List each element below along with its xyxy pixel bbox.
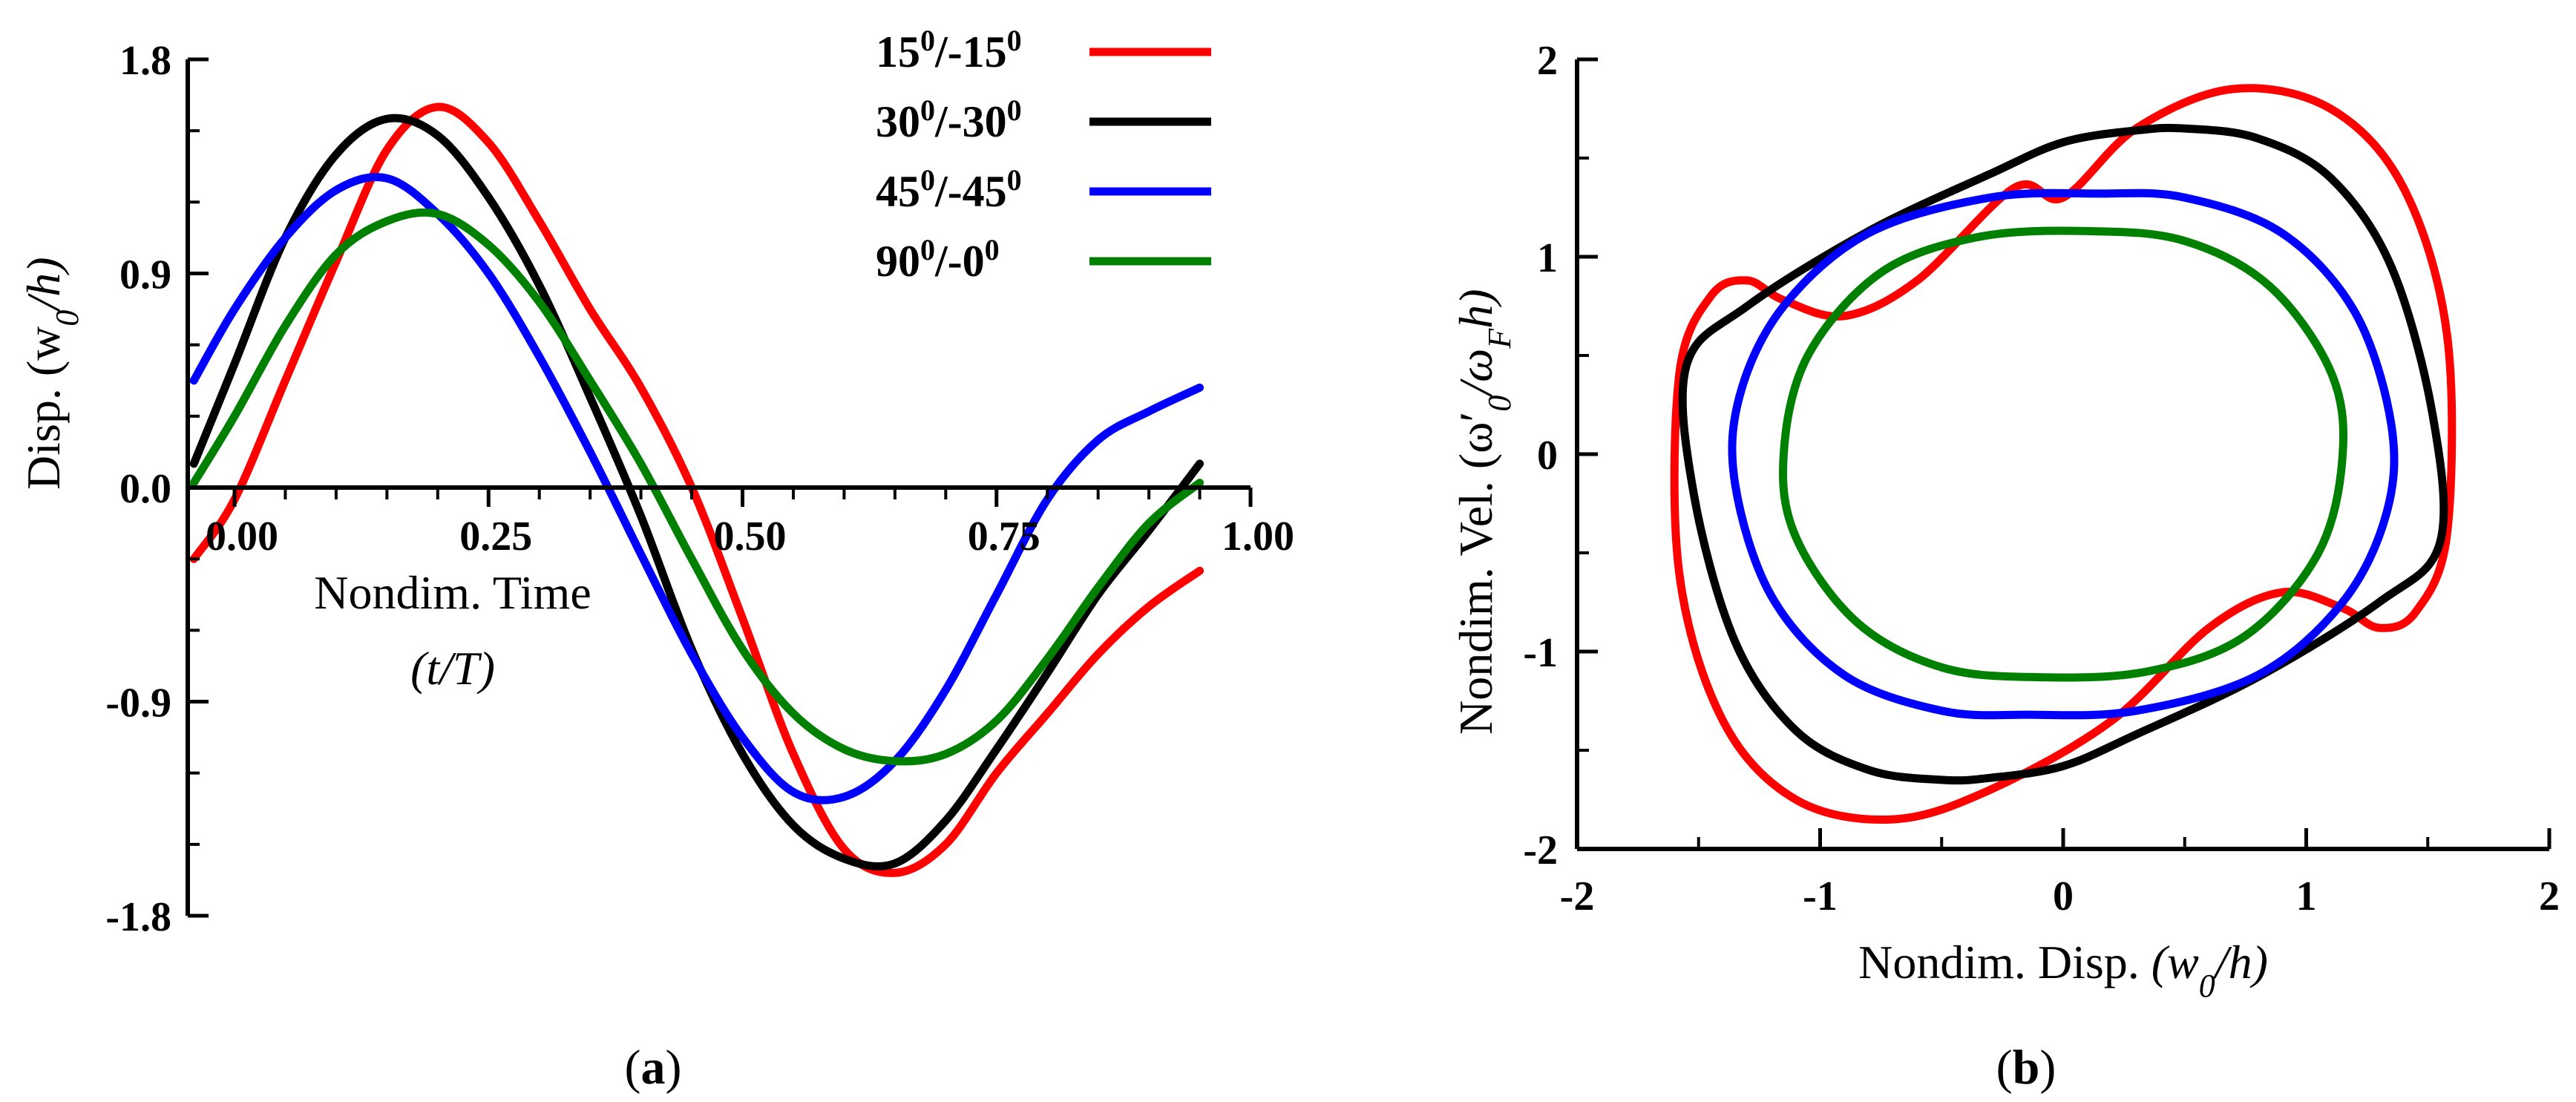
legend-label-90-0: 900/-00 xyxy=(876,233,1000,286)
panel-a-xlabel-line2: (t/T) xyxy=(410,642,495,695)
panel-a-legend: 150/-150 300/-300 450/-450 900/-00 xyxy=(876,24,1211,286)
panel-a-ytick-label: -0.9 xyxy=(105,680,171,727)
panel-a-ylabel: Disp. (w0/h) xyxy=(17,257,85,490)
panel-b-series-30-30 xyxy=(1678,123,2448,785)
panel-b-axes: 2 1 0 -1 -2-2 -1 0 1 2 xyxy=(1523,38,2560,919)
panel-a-xtick-label: 1.00 xyxy=(1222,514,1294,560)
legend-label-45-45: 450/-450 xyxy=(876,163,1022,217)
panel-b-xtick-label: 0 xyxy=(2053,873,2074,919)
panel-a-time-history: 1.8 0.9 0.0 -0.9 -1.8 0.00 0.25 0.50 0.75 1.00 15… xyxy=(17,24,1294,1095)
panel-b-ytick-label: 2 xyxy=(1537,38,1558,84)
panel-b-phase-plane: 2 1 0 -1 -2-2 -1 0 1 2 Nondim. Disp. (w0/h) Nond… xyxy=(1449,38,2560,1095)
panel-b-ytick-label: 1 xyxy=(1537,235,1558,281)
panel-a-xtick-label: 0.75 xyxy=(968,514,1040,560)
panel-a-axes: 1.8 0.9 0.0 -0.9 -1.8 0.00 0.25 0.50 0.75 1.00 xyxy=(105,38,1294,940)
panel-b-ytick-label: 0 xyxy=(1537,433,1558,479)
panel-b-xtick-label: 2 xyxy=(2539,873,2560,919)
legend-label-15-15: 150/-150 xyxy=(876,24,1022,77)
panel-b-xtick-label: -2 xyxy=(1560,873,1595,919)
panel-b-xtick-label: 1 xyxy=(2296,873,2317,919)
panel-a-ytick-label: 0.0 xyxy=(119,466,171,512)
panel-a-series-45-45 xyxy=(189,173,1204,804)
panel-b-xtick-label: -1 xyxy=(1803,873,1838,919)
panel-b-series-group xyxy=(1670,84,2457,824)
panel-a-xlabel-line1: Nondim. Time xyxy=(314,566,591,619)
panel-a-xtick-label: 0.25 xyxy=(459,514,532,560)
panel-b-xlabel: Nondim. Disp. (w0/h) xyxy=(1858,936,2268,1004)
panel-a-xtick-label: 0.00 xyxy=(206,514,278,560)
panel-b-series-90-0 xyxy=(1778,226,2348,682)
panel-a-xtick-label: 0.50 xyxy=(714,514,787,560)
panel-a-series-30-30 xyxy=(189,114,1204,871)
panel-b-caption: (b) xyxy=(1996,1040,2056,1095)
panel-a-series-90-0 xyxy=(189,208,1204,766)
panel-b-ylabel: Nondim. Vel. (ω′0/ωFh) xyxy=(1449,289,1518,735)
panel-a-series-group xyxy=(189,102,1204,877)
panel-b-ytick-label: -1 xyxy=(1523,630,1558,676)
panel-a-caption: (a) xyxy=(625,1040,682,1095)
panel-a-ytick-label: -1.8 xyxy=(105,894,171,940)
legend-label-30-30: 300/-300 xyxy=(876,94,1022,147)
panel-b-series-15-15 xyxy=(1670,84,2457,824)
panel-b-series-45-45 xyxy=(1728,188,2399,720)
panel-b-ytick-label: -2 xyxy=(1523,827,1558,873)
panel-a-ytick-label: 0.9 xyxy=(119,252,171,298)
panel-a-ytick-label: 1.8 xyxy=(119,38,171,84)
